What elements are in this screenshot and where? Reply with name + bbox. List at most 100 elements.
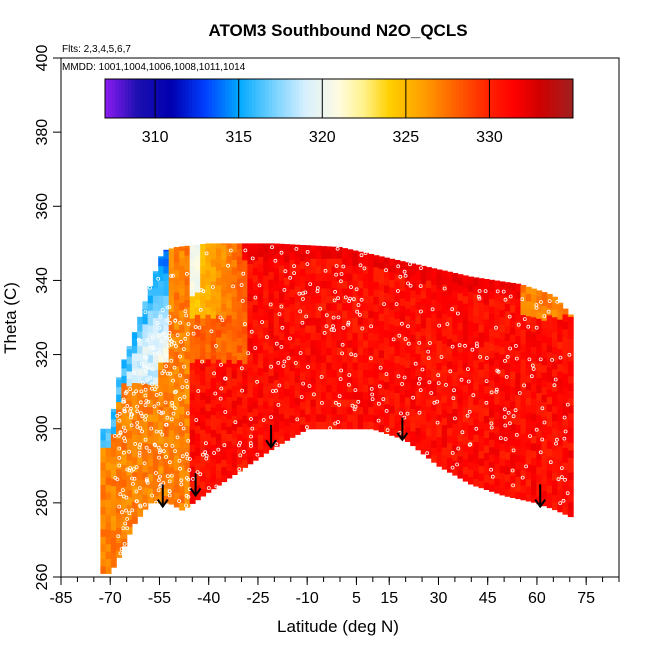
heatmap-cell xyxy=(168,474,175,483)
heatmap-cell xyxy=(179,332,186,340)
observation-point xyxy=(522,383,526,388)
heatmap-cell xyxy=(121,434,128,443)
heatmap-cell xyxy=(205,395,212,404)
observation-point xyxy=(270,245,274,250)
heatmap-cell xyxy=(541,372,548,381)
observation-point xyxy=(356,303,361,307)
heatmap-cell xyxy=(268,243,275,250)
colorbar-segment xyxy=(222,79,226,118)
observation-point xyxy=(185,332,190,337)
heatmap-cell xyxy=(452,341,459,350)
heatmap-cell xyxy=(342,347,348,356)
heatmap-cell xyxy=(100,484,107,493)
heatmap-cell xyxy=(525,345,532,354)
heatmap-cell xyxy=(300,297,306,306)
heatmap-cell xyxy=(489,380,495,388)
observation-point xyxy=(417,381,421,386)
heatmap-cell xyxy=(347,295,354,304)
heatmap-cell xyxy=(536,429,543,438)
observation-point xyxy=(478,354,483,359)
observation-point xyxy=(179,482,184,487)
heatmap-cell xyxy=(405,307,411,316)
heatmap-cell xyxy=(510,282,516,291)
heatmap-cell xyxy=(200,303,207,312)
heatmap-cell xyxy=(520,395,527,404)
heatmap-cell xyxy=(546,300,553,308)
heatmap-cell xyxy=(431,447,438,456)
heatmap-cell xyxy=(462,332,469,341)
heatmap-cell xyxy=(252,437,259,446)
heatmap-cell xyxy=(163,428,170,437)
heatmap-cell xyxy=(252,245,259,254)
heatmap-cell xyxy=(468,402,474,411)
heatmap-cell xyxy=(226,418,233,427)
observation-point xyxy=(165,474,170,479)
heatmap-cell xyxy=(173,269,180,278)
heatmap-cell xyxy=(200,266,207,275)
heatmap-cell xyxy=(504,355,511,364)
observation-point xyxy=(157,333,161,338)
observation-point xyxy=(122,450,126,455)
heatmap-cell xyxy=(457,285,464,294)
heatmap-cell xyxy=(310,287,317,296)
heatmap-cell xyxy=(499,281,506,288)
heatmap-cell xyxy=(315,362,322,370)
heatmap-cell xyxy=(294,244,301,250)
heatmap-cell xyxy=(515,350,522,359)
heatmap-cell xyxy=(562,402,569,411)
heatmap-cell xyxy=(352,399,359,408)
heatmap-cell xyxy=(531,339,537,347)
heatmap-cell xyxy=(231,289,238,297)
heatmap-cell xyxy=(436,451,443,460)
heatmap-cell xyxy=(236,396,243,405)
observation-point xyxy=(132,476,137,481)
observation-point xyxy=(495,289,500,294)
heatmap-cell xyxy=(105,491,112,500)
observation-point xyxy=(282,359,287,364)
heatmap-cell xyxy=(410,275,417,283)
heatmap-cell xyxy=(462,436,469,445)
colorbar-segment xyxy=(208,79,213,118)
colorbar-segment xyxy=(185,79,190,118)
heatmap-cell xyxy=(347,273,354,281)
heatmap-cell xyxy=(168,266,175,275)
heatmap-cell xyxy=(137,486,144,495)
heatmap-cell xyxy=(415,323,422,332)
heatmap-cell xyxy=(478,465,485,474)
heatmap-cell xyxy=(321,287,327,296)
observation-point xyxy=(333,400,338,405)
heatmap-cell xyxy=(221,385,228,394)
heatmap-cell xyxy=(284,432,291,441)
heatmap-cell xyxy=(431,439,438,448)
heatmap-cell xyxy=(163,391,170,400)
heatmap-cell xyxy=(321,332,327,341)
heatmap-cell xyxy=(284,336,291,345)
heatmap-cell xyxy=(110,448,117,457)
heatmap-cell xyxy=(478,391,485,400)
observation-point xyxy=(169,473,174,478)
heatmap-cell xyxy=(278,346,285,355)
x-tick-label: 60 xyxy=(528,590,546,607)
heatmap-cell xyxy=(525,404,532,413)
heatmap-cell xyxy=(510,304,516,313)
observation-point xyxy=(182,394,187,399)
colorbar-segment xyxy=(105,79,109,118)
heatmap-cell xyxy=(520,447,527,456)
heatmap-cell xyxy=(247,411,254,420)
heatmap-cell xyxy=(420,439,427,447)
heatmap-cell xyxy=(147,347,154,356)
heatmap-cell xyxy=(436,288,443,297)
heatmap-cell xyxy=(452,304,459,313)
heatmap-cell xyxy=(121,471,128,480)
heatmap-cell xyxy=(173,247,180,248)
heatmap-cell xyxy=(242,289,249,298)
heatmap-cell xyxy=(210,288,217,297)
heatmap-cell xyxy=(384,329,390,338)
heatmap-cell xyxy=(546,477,553,486)
heatmap-cell xyxy=(468,276,474,285)
observation-point xyxy=(167,460,172,465)
heatmap-cell xyxy=(531,294,537,303)
heatmap-cell xyxy=(116,438,122,447)
observation-point xyxy=(121,399,125,404)
